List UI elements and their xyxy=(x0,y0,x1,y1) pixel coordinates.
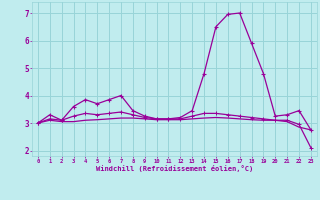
X-axis label: Windchill (Refroidissement éolien,°C): Windchill (Refroidissement éolien,°C) xyxy=(96,165,253,172)
